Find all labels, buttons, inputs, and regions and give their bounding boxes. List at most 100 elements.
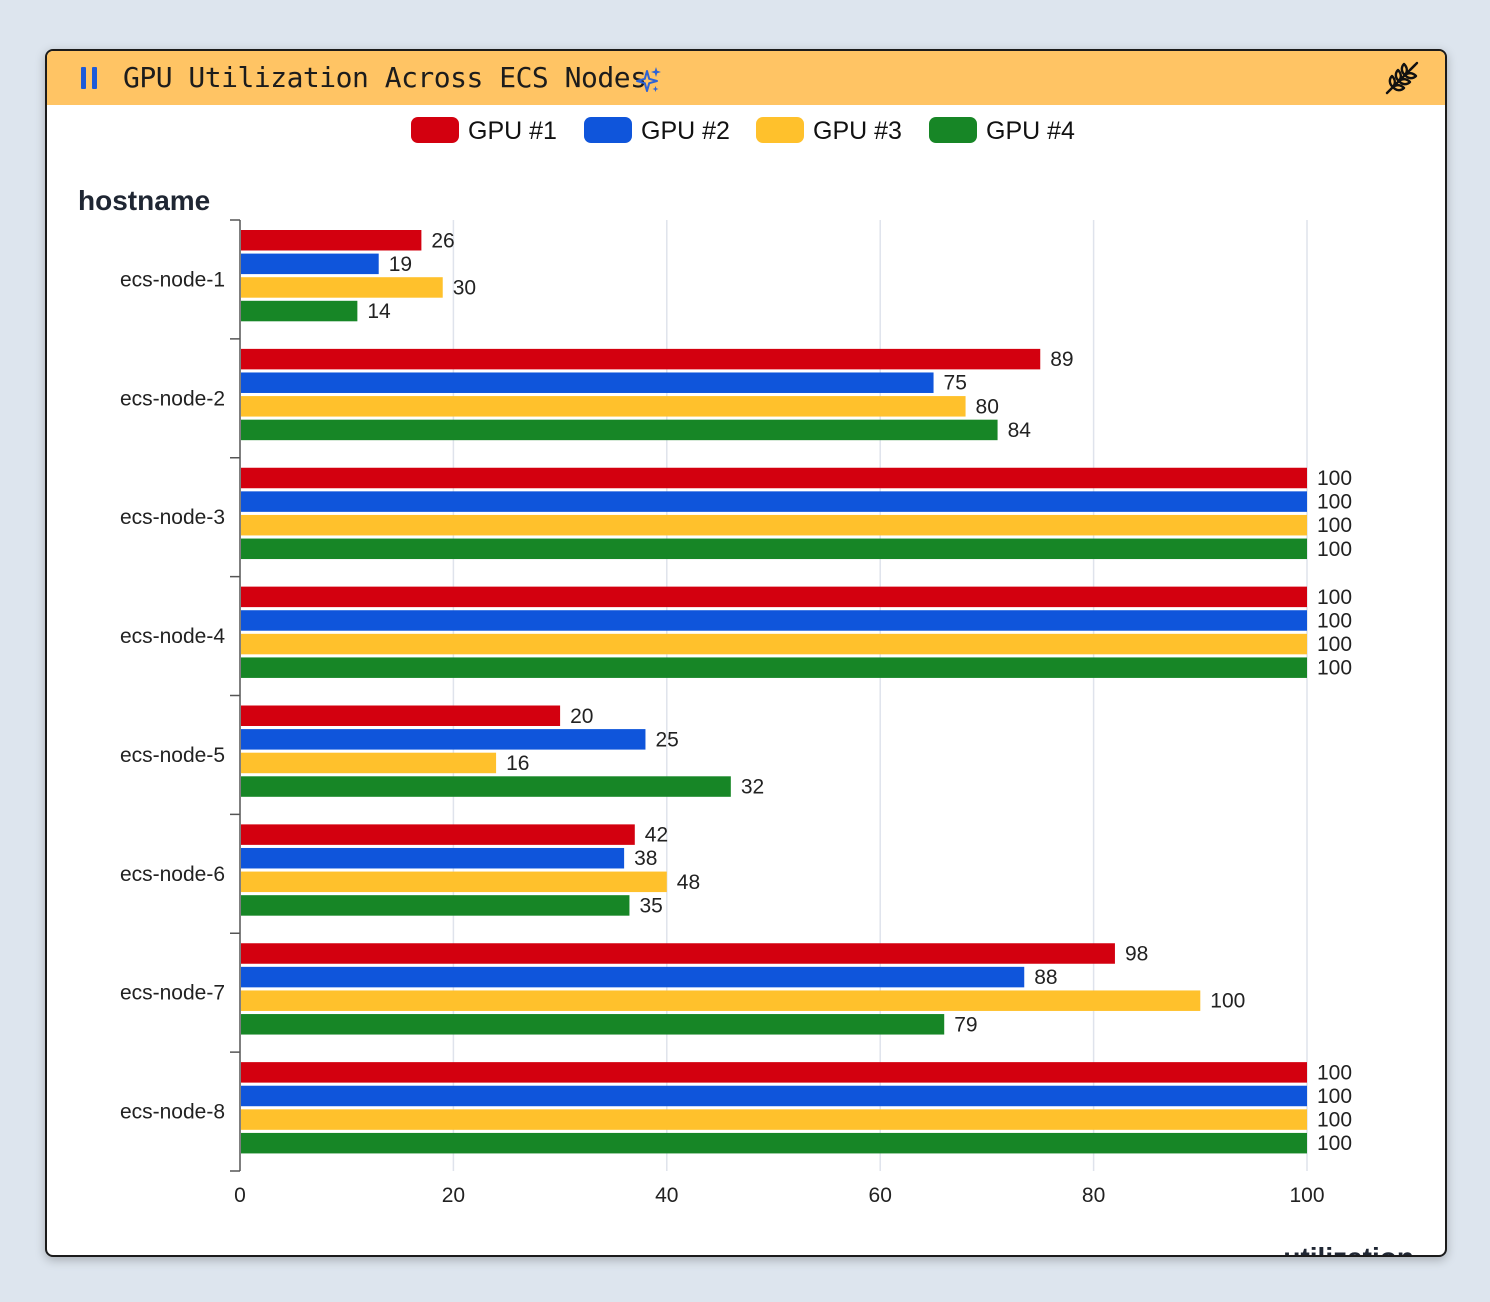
data-label: 30	[453, 276, 476, 299]
data-label: 98	[1125, 943, 1148, 966]
bar	[241, 895, 630, 916]
data-label: 100	[1317, 491, 1352, 514]
bar	[241, 253, 379, 275]
legend-item[interactable]: GPU #1	[411, 117, 557, 145]
data-label: 38	[634, 847, 657, 870]
bar	[241, 871, 667, 893]
bar	[241, 1085, 1307, 1107]
legend-swatch	[756, 117, 804, 143]
x-axis-title: utilization	[1283, 1242, 1414, 1255]
data-label: 25	[655, 728, 678, 751]
bar	[241, 396, 966, 417]
data-label: 42	[645, 824, 668, 847]
data-label: 100	[1317, 514, 1352, 537]
bar	[241, 705, 561, 726]
legend-label: GPU #4	[986, 117, 1075, 145]
bar	[241, 538, 1307, 560]
bar	[241, 752, 497, 774]
bar	[241, 514, 1307, 536]
legend-item[interactable]: GPU #3	[756, 117, 902, 145]
bar	[241, 1014, 945, 1035]
y-tick-label: ecs-node-5	[120, 744, 225, 767]
chart-legend[interactable]: GPU #1 GPU #2 GPU #3 GPU #4	[411, 117, 1075, 145]
y-tick-label: ecs-node-6	[120, 863, 225, 886]
data-label: 100	[1317, 633, 1352, 656]
bar	[241, 990, 1201, 1011]
data-label: 100	[1317, 538, 1352, 561]
legend-swatch	[929, 117, 977, 143]
y-axis-title: hostname	[78, 185, 210, 216]
data-label: 100	[1317, 586, 1352, 609]
data-label: 100	[1317, 1132, 1352, 1155]
bars: 2619301489758084100100100100100100100100…	[241, 229, 1352, 1155]
data-label: 88	[1034, 966, 1057, 989]
x-tick-label: 80	[1082, 1184, 1105, 1207]
data-label: 100	[1317, 1085, 1352, 1108]
data-label: 89	[1050, 348, 1073, 371]
bar	[241, 610, 1307, 631]
data-label: 32	[741, 776, 764, 799]
wheat-icon[interactable]	[1384, 60, 1420, 96]
data-label: 79	[954, 1013, 977, 1036]
y-tick-label: ecs-node-3	[120, 506, 225, 529]
bar	[241, 348, 1041, 370]
bar	[241, 419, 998, 441]
bar	[241, 1109, 1307, 1130]
x-tick-label: 20	[442, 1184, 465, 1207]
data-label: 100	[1210, 990, 1245, 1013]
chart-panel: GPU Utilization Across ECS Nodes GPU #1 G…	[45, 49, 1447, 1257]
legend-label: GPU #1	[468, 117, 557, 145]
bar	[241, 230, 422, 251]
bar	[241, 776, 731, 797]
data-label: 80	[976, 395, 999, 418]
y-tick-label: ecs-node-8	[120, 1101, 225, 1124]
bar	[241, 847, 625, 869]
sparkles-icon[interactable]	[633, 65, 663, 95]
pause-icon[interactable]	[80, 67, 98, 89]
bar	[241, 586, 1307, 608]
bar	[241, 277, 443, 298]
bar	[241, 467, 1307, 489]
data-label: 100	[1317, 1109, 1352, 1132]
bar-chart: GPU #1 GPU #2 GPU #3 GPU #4 hostname utiliz…	[78, 117, 1414, 1255]
data-label: 84	[1008, 419, 1032, 442]
data-label: 75	[944, 372, 967, 395]
data-label: 100	[1317, 609, 1352, 632]
data-label: 14	[367, 300, 391, 323]
data-label: 19	[389, 253, 412, 276]
y-tick-label: ecs-node-2	[120, 387, 225, 410]
bar	[241, 1132, 1307, 1154]
bar	[241, 300, 358, 322]
legend-swatch	[584, 117, 632, 143]
y-tick-label: ecs-node-4	[120, 625, 225, 648]
legend-label: GPU #3	[813, 117, 902, 145]
bar	[241, 824, 635, 845]
legend-item[interactable]: GPU #4	[929, 117, 1075, 145]
panel-header: GPU Utilization Across ECS Nodes	[47, 51, 1445, 105]
data-label: 100	[1317, 657, 1352, 680]
data-label: 16	[506, 752, 529, 775]
bar	[241, 491, 1307, 512]
bar	[241, 1062, 1307, 1083]
legend-swatch	[411, 117, 459, 143]
panel-title: GPU Utilization Across ECS Nodes	[123, 61, 647, 94]
bar	[241, 657, 1307, 678]
bar	[241, 966, 1025, 988]
legend-item[interactable]: GPU #2	[584, 117, 730, 145]
y-tick-label: ecs-node-1	[120, 268, 225, 291]
y-tick-label: ecs-node-7	[120, 982, 225, 1005]
axes: ecs-node-1 ecs-node-2 ecs-node-3 ecs-node-4…	[120, 219, 1325, 1207]
bar	[241, 372, 934, 393]
x-tick-label: 100	[1289, 1184, 1324, 1207]
data-label: 20	[570, 705, 593, 728]
bar	[241, 943, 1115, 964]
data-label: 100	[1317, 467, 1352, 490]
bar	[241, 633, 1307, 655]
data-label: 35	[639, 894, 662, 917]
data-label: 48	[677, 871, 700, 894]
x-tick-label: 40	[655, 1184, 678, 1207]
x-tick-label: 60	[869, 1184, 892, 1207]
bar	[241, 729, 646, 750]
x-tick-label: 0	[234, 1184, 246, 1207]
legend-label: GPU #2	[641, 117, 730, 145]
